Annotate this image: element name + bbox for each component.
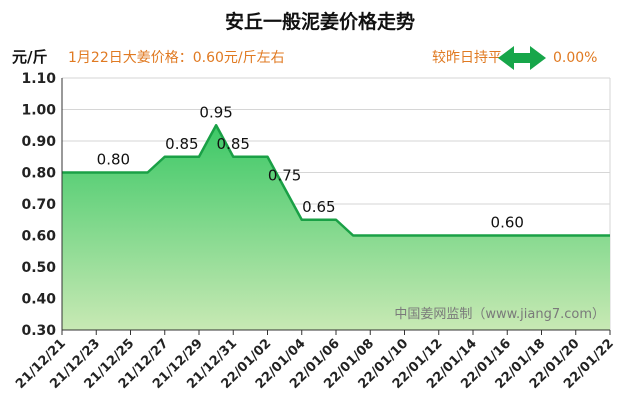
change-note: 较昨日持平	[432, 50, 502, 66]
change-value: 0.00%	[553, 50, 597, 66]
data-label: 0.75	[268, 166, 301, 184]
watermark: 中国姜网监制（www.jiang7.com）	[394, 307, 605, 322]
y-tick-label: 0.80	[21, 166, 56, 182]
data-label: 0.65	[302, 198, 335, 216]
y-tick-label: 0.50	[21, 260, 56, 276]
y-tick-label: 0.60	[21, 229, 56, 245]
y-tick-label: 0.40	[21, 292, 56, 308]
x-axis-ticks: 21/12/2121/12/2321/12/2521/12/2721/12/29…	[13, 330, 617, 392]
y-tick-label: 1.10	[21, 71, 56, 87]
area-fill	[62, 125, 610, 330]
y-axis-ticks: 0.30 0.40 0.50 0.60 0.70 0.80 0.90 1.00 1.10	[21, 71, 56, 339]
y-tick-label: 0.30	[21, 323, 56, 339]
series-line	[62, 124, 610, 237]
y-tick-label: 0.70	[21, 197, 56, 213]
flat-arrow-icon	[498, 46, 546, 70]
price-note: 1月22日大姜价格：0.60元/斤左右	[68, 50, 285, 66]
data-label: 0.60	[491, 214, 524, 232]
data-labels: 0.800.850.950.850.750.650.60	[97, 103, 524, 231]
data-label: 0.85	[217, 135, 250, 153]
y-tick-label: 0.90	[21, 134, 56, 150]
data-label: 0.85	[165, 135, 198, 153]
y-unit-label: 元/斤	[12, 48, 47, 66]
data-label: 0.95	[199, 103, 232, 121]
price-area	[62, 124, 610, 330]
chart-title: 安丘一般泥姜价格走势	[225, 10, 415, 33]
y-tick-label: 1.00	[21, 103, 56, 119]
data-label: 0.80	[97, 151, 130, 169]
